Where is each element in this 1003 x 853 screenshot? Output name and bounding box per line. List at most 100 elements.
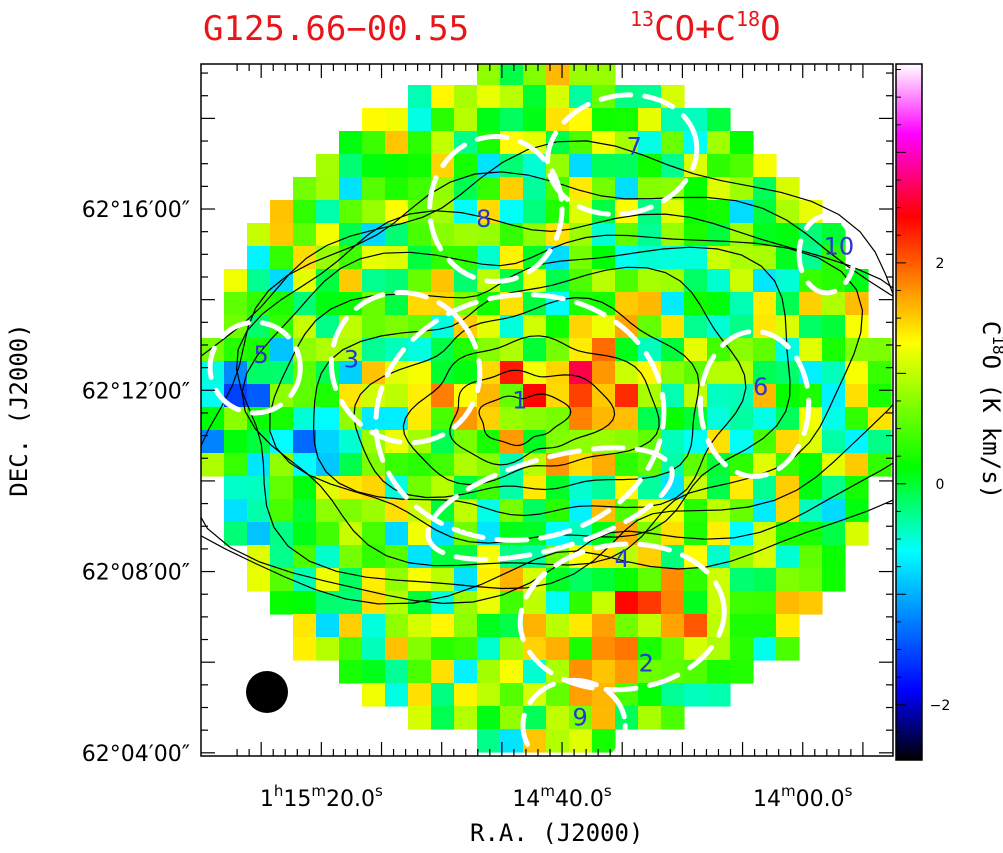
- heatmap-cell: [661, 108, 685, 132]
- contour-line: [201, 171, 893, 605]
- heatmap-cell: [799, 453, 823, 477]
- heatmap-cell: [615, 453, 639, 477]
- heatmap-cell: [270, 361, 294, 385]
- cb-tick-label: −2: [930, 698, 951, 714]
- heatmap-cell: [247, 338, 271, 362]
- heatmap-cell: [431, 246, 455, 270]
- heatmap-cell: [523, 85, 547, 109]
- heatmap-cell: [615, 177, 639, 201]
- heatmap-cell: [408, 637, 432, 661]
- heatmap-cell: [753, 246, 777, 270]
- heatmap-cell: [776, 200, 800, 224]
- heatmap-cell: [661, 706, 685, 730]
- heatmap-cell: [408, 407, 432, 431]
- heatmap-cell: [408, 269, 432, 293]
- heatmap-cell: [753, 476, 777, 500]
- heatmap-cell: [546, 108, 570, 132]
- heatmap-cell: [684, 453, 708, 477]
- heatmap-cell: [454, 246, 478, 270]
- heatmap-cell: [316, 430, 340, 454]
- heatmap-cell: [431, 407, 455, 431]
- heatmap-cell: [592, 269, 616, 293]
- tracer-iso2: 18: [736, 7, 760, 31]
- heatmap-cell: [684, 545, 708, 569]
- heatmap-cell: [776, 177, 800, 201]
- heatmap-cell: [638, 660, 662, 684]
- heatmap-cell: [431, 637, 455, 661]
- heatmap-cell: [201, 430, 225, 454]
- heatmap-cell: [316, 545, 340, 569]
- clump-label-6: 6: [753, 373, 768, 401]
- contour-line: [269, 246, 791, 544]
- heatmap-cell: [569, 200, 593, 224]
- heatmap-cell: [500, 637, 524, 661]
- heatmap-cell: [431, 568, 455, 592]
- heatmap-cell: [638, 637, 662, 661]
- heatmap-cell: [592, 108, 616, 132]
- heatmap-cell: [454, 85, 478, 109]
- heatmap-cell: [546, 568, 570, 592]
- heatmap-cell: [224, 292, 248, 316]
- heatmap-cell: [408, 177, 432, 201]
- contour-line: [402, 335, 660, 486]
- heatmap-cell: [362, 154, 386, 178]
- heatmap-cell: [753, 200, 777, 224]
- heatmap-cell: [684, 476, 708, 500]
- heatmap-cell: [592, 476, 616, 500]
- heatmap-cell: [638, 315, 662, 339]
- heatmap-cell: [615, 292, 639, 316]
- heatmap-cell: [615, 108, 639, 132]
- heatmap-cell: [454, 361, 478, 385]
- heatmap-cell: [339, 177, 363, 201]
- heatmap-cell: [523, 453, 547, 477]
- heatmap-cell: [615, 223, 639, 247]
- heatmap-cell: [385, 591, 409, 615]
- x-tick-label: 14m40.0s: [512, 782, 612, 812]
- heatmap-cell: [638, 476, 662, 500]
- heatmap-cell: [408, 108, 432, 132]
- heatmap-cell: [454, 568, 478, 592]
- heatmap-cell: [730, 614, 754, 638]
- heatmap-cell: [638, 269, 662, 293]
- x-axis-title: R.A. (J2000): [470, 819, 643, 847]
- heatmap-cell: [845, 361, 869, 385]
- heatmap-cell: [776, 223, 800, 247]
- heatmap-cell: [408, 706, 432, 730]
- heatmap-cell: [638, 614, 662, 638]
- heatmap-cell: [592, 154, 616, 178]
- heatmap-cell: [385, 154, 409, 178]
- heatmap-cell: [638, 292, 662, 316]
- heatmap-cell: [638, 384, 662, 408]
- heatmap-cell: [523, 499, 547, 523]
- heatmap-cell: [776, 476, 800, 500]
- heatmap-cell: [454, 430, 478, 454]
- heatmap-cell: [362, 200, 386, 224]
- heatmap-cell: [569, 591, 593, 615]
- axis-ticks: [201, 64, 893, 756]
- heatmap-cell: [431, 108, 455, 132]
- heatmap-cell: [339, 522, 363, 546]
- heatmap-cell: [339, 614, 363, 638]
- heatmap-cell: [385, 338, 409, 362]
- heatmap-cell: [270, 246, 294, 270]
- cb-title-iso: 18: [989, 335, 1003, 354]
- contour-line: [312, 266, 747, 517]
- heatmap-cell: [799, 315, 823, 339]
- clump-ellipses: [207, 92, 857, 756]
- heatmap-cell: [868, 384, 892, 408]
- heatmap-cell: [730, 361, 754, 385]
- y-tick-label: 62°16′00″: [82, 198, 190, 223]
- heatmap-cell: [799, 269, 823, 293]
- heatmap-cell: [477, 384, 501, 408]
- heatmap-cell: [799, 292, 823, 316]
- clump-ellipse: [328, 290, 483, 446]
- heatmap-cell: [201, 407, 225, 431]
- heatmap-cell: [799, 545, 823, 569]
- heatmap-cell: [500, 660, 524, 684]
- heatmap-cell: [500, 591, 524, 615]
- heatmap-cell: [316, 177, 340, 201]
- heatmap-cell: [638, 338, 662, 362]
- heatmap-cell: [753, 430, 777, 454]
- heatmap-cell: [362, 315, 386, 339]
- heatmap-cell: [431, 660, 455, 684]
